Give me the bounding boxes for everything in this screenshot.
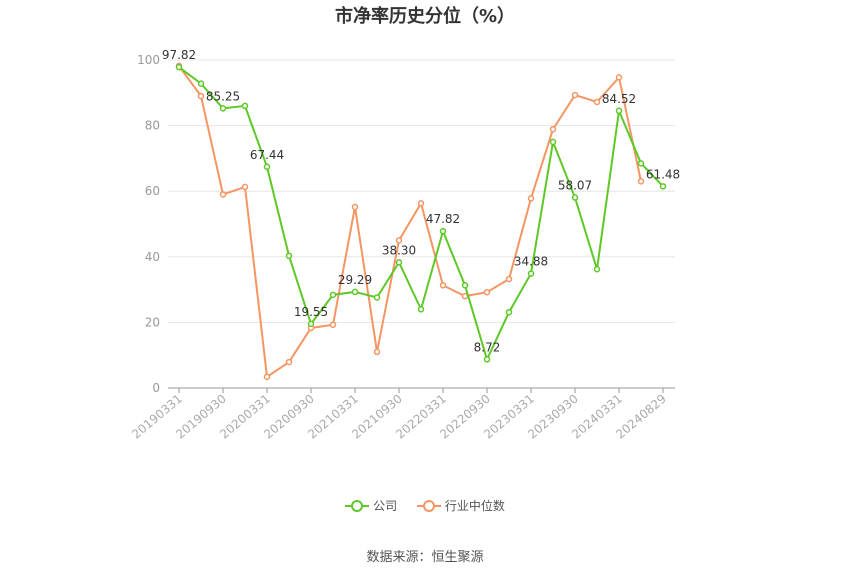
series-1-point-16 [527, 195, 535, 202]
series-1-point-15 [505, 275, 513, 283]
y-tick-label-60: 60 [145, 184, 160, 198]
series-0-point-11 [417, 306, 425, 313]
series-1-point-2 [219, 191, 227, 198]
y-tick-label-80: 80 [145, 119, 160, 133]
data-label-22: 61.48 [646, 167, 680, 181]
legend-company-label: 公司 [373, 499, 398, 513]
series-1-point-12 [439, 282, 447, 289]
series-0-point-0 [175, 63, 183, 71]
series-0-point-19 [593, 266, 601, 273]
data-label-layer: 97.82 85.25 67.44 19.55 29.29 38.30 47.82 8.72 3… [162, 48, 680, 354]
series-0-point-3 [241, 102, 249, 110]
series-0-point-8 [351, 288, 359, 296]
series-1-point-10 [395, 237, 403, 244]
series-0-point-12 [439, 227, 447, 235]
series-1-point-21 [637, 178, 645, 185]
legend-industry-marker [416, 499, 441, 512]
series-layer [175, 62, 667, 381]
series-1-point-11 [417, 200, 425, 207]
series-1-point-18 [571, 91, 579, 99]
data-label-12: 47.82 [426, 212, 460, 226]
legend: 公司 行业中位数 [0, 497, 850, 515]
data-label-18: 58.07 [558, 179, 592, 193]
data-label-2: 85.25 [206, 89, 240, 103]
y-tick-label-100: 100 [137, 53, 160, 67]
series-0-point-13 [461, 282, 469, 289]
series-0-point-2 [219, 105, 227, 112]
data-label-20: 84.52 [602, 92, 636, 106]
series-0-point-15 [505, 308, 513, 316]
series-0-point-18 [571, 194, 579, 201]
data-label-6: 19.55 [294, 305, 328, 319]
series-0-point-21 [637, 160, 645, 167]
series-1-point-5 [285, 358, 293, 366]
series-1-point-7 [329, 321, 337, 328]
series-0-point-20 [615, 107, 623, 115]
data-label-14: 8.72 [474, 340, 501, 354]
series-0-point-1 [197, 80, 205, 87]
data-label-0: 97.82 [162, 48, 196, 62]
series-0-point-5 [285, 252, 293, 260]
series-0-point-10 [395, 259, 403, 266]
series-1-point-9 [373, 348, 381, 356]
series-0-point-16 [527, 270, 535, 277]
series-1-point-1 [197, 92, 205, 100]
data-label-8: 29.29 [338, 273, 372, 287]
series-1-point-4 [263, 373, 271, 381]
series-0-point-22 [659, 183, 667, 190]
legend-item-company[interactable]: 公司 [345, 497, 397, 514]
series-1-point-17 [549, 125, 557, 133]
series-0-point-7 [329, 291, 337, 299]
grid-layer [168, 59, 675, 323]
series-0-point-14 [483, 356, 491, 363]
series-line-1 [178, 65, 642, 379]
data-label-4: 67.44 [250, 148, 284, 162]
legend-industry-label: 行业中位数 [444, 499, 505, 513]
series-1-point-14 [483, 288, 491, 296]
series-1-point-19 [593, 98, 601, 106]
series-1-point-20 [615, 74, 623, 81]
series-0-point-4 [263, 163, 271, 171]
series-1-point-8 [351, 203, 359, 211]
data-label-10: 38.30 [382, 243, 416, 257]
source-note: 数据来源：恒生聚源 [366, 550, 484, 565]
chart-title: 市净率历史分位（%） [334, 6, 516, 27]
y-tick-label-40: 40 [145, 250, 160, 264]
series-0-point-17 [549, 138, 557, 146]
series-1-point-3 [241, 183, 249, 191]
data-label-16: 34.88 [514, 255, 548, 269]
legend-company-marker [345, 499, 370, 512]
legend-item-industry-median[interactable]: 行业中位数 [416, 497, 505, 514]
y-tick-label-20: 20 [145, 315, 160, 329]
y-tick-label-0: 0 [152, 381, 160, 395]
series-line-0 [178, 66, 664, 363]
series-0-point-6 [307, 320, 315, 328]
series-0-point-9 [373, 294, 381, 301]
